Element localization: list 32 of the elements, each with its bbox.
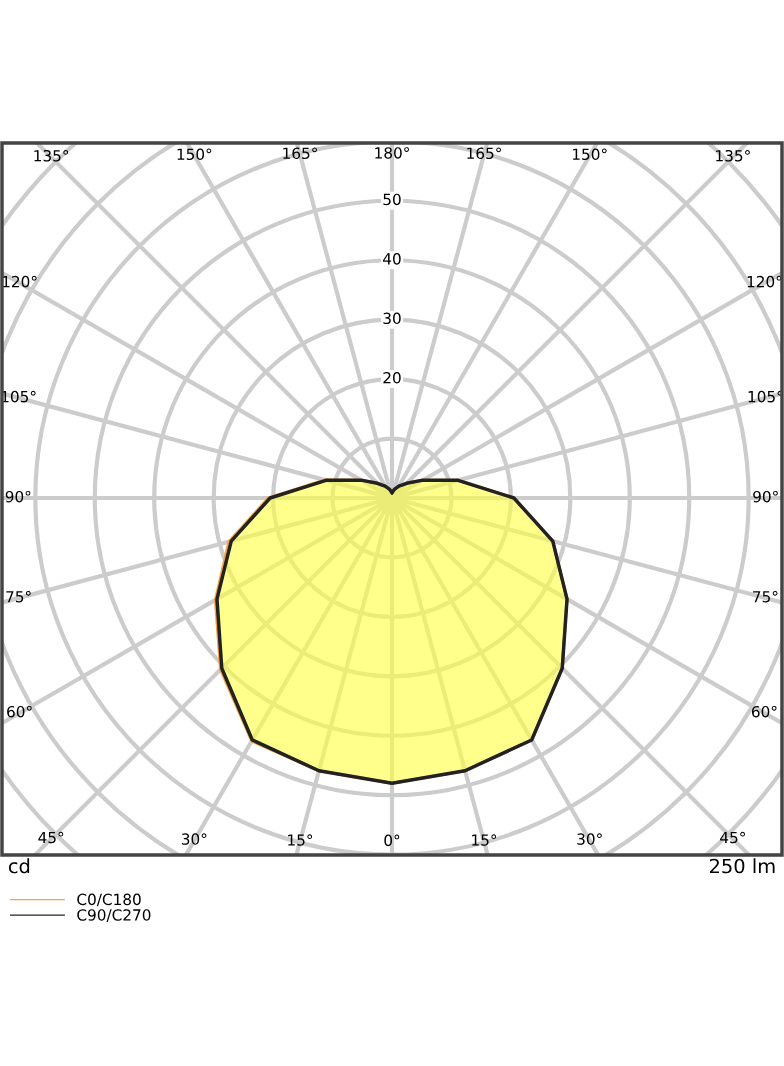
spoke-label: 75° xyxy=(6,590,31,603)
spoke-label: 15° xyxy=(288,834,313,846)
legend-label: C90/C270 xyxy=(77,909,151,922)
spoke-label: 15° xyxy=(472,834,497,846)
spoke-label: 105° xyxy=(748,390,783,403)
spoke-label: 75° xyxy=(753,590,778,603)
spoke-label: 165° xyxy=(467,147,501,160)
spoke-label: 180° xyxy=(375,147,409,159)
spoke-label: 60° xyxy=(751,705,777,718)
spoke-label: 150° xyxy=(177,148,212,161)
spoke-label: 120° xyxy=(747,275,782,288)
spoke-label: 90° xyxy=(5,490,31,503)
spoke-label: 90° xyxy=(753,490,778,503)
spoke-label: 135° xyxy=(716,150,750,162)
spoke-label: 135° xyxy=(34,150,69,162)
spoke-label: 0° xyxy=(384,834,400,847)
spoke-label: 165° xyxy=(283,147,317,160)
y-tick-label: 40 xyxy=(383,253,401,265)
spoke-label: 45° xyxy=(38,831,64,844)
legend-label: C0/C180 xyxy=(77,893,141,907)
spoke-label: 30° xyxy=(577,833,602,845)
y-tick-label: 30 xyxy=(383,312,401,325)
spoke-label: 60° xyxy=(7,705,32,718)
y-tick-label: 20 xyxy=(383,371,401,384)
y-tick-label: 50 xyxy=(383,193,401,206)
spoke-label: 105° xyxy=(1,390,36,403)
spoke-label: 120° xyxy=(2,275,37,288)
text: cd xyxy=(8,858,30,874)
spoke-label: 45° xyxy=(720,831,745,844)
text: 250 lm xyxy=(709,858,775,874)
spoke-label: 150° xyxy=(572,148,607,161)
spoke-label: 30° xyxy=(181,833,207,845)
